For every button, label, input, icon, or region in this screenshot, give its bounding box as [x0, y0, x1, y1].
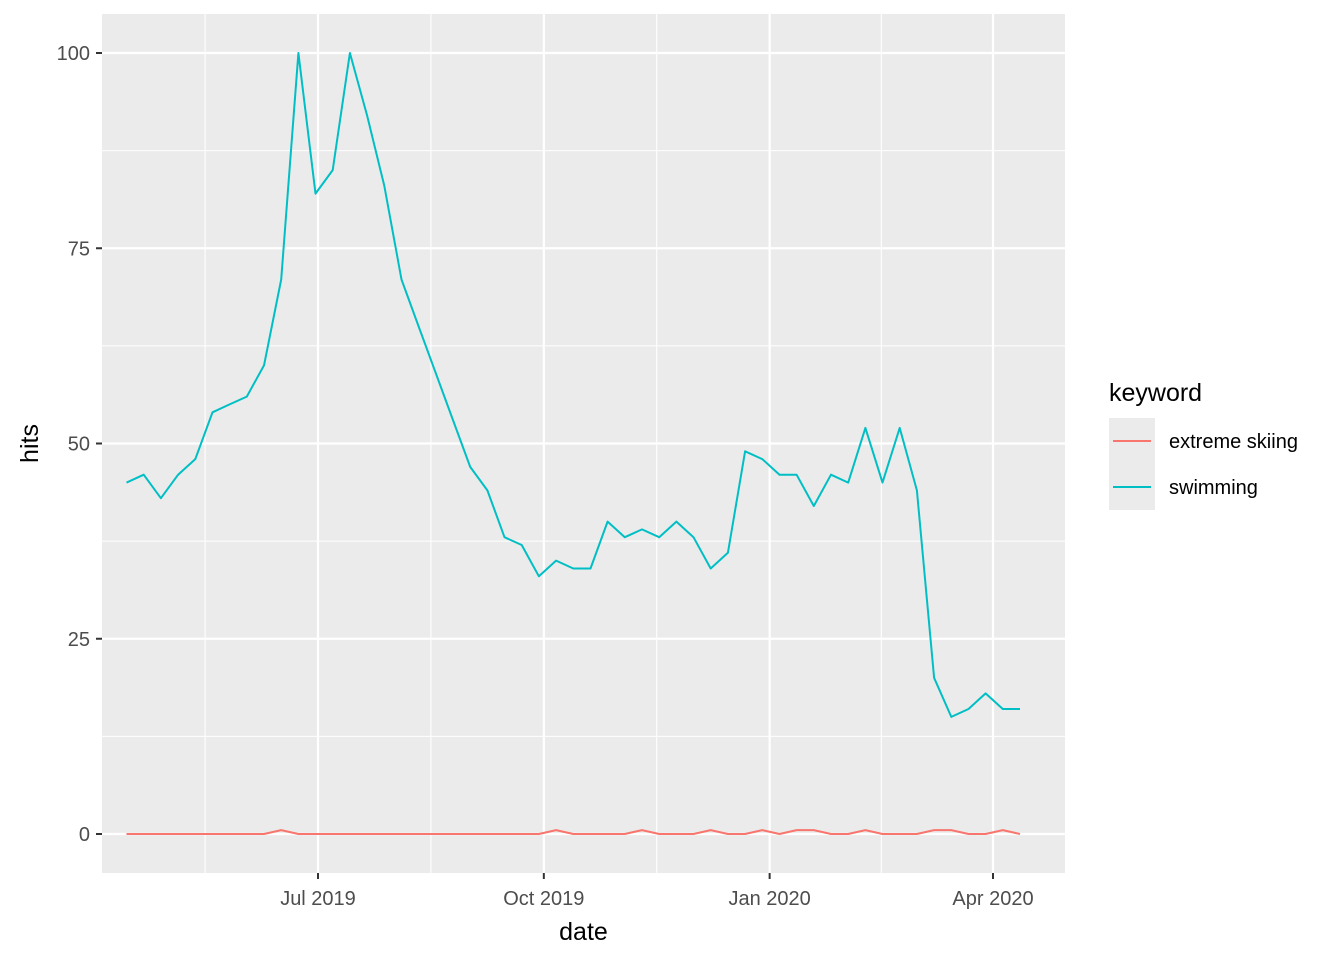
series-line-extreme-skiing [126, 829, 1021, 835]
x-axis-title: date [559, 918, 608, 946]
x-tick-label: Jul 2019 [280, 888, 356, 910]
y-tick-label: 75 [68, 238, 90, 260]
y-axis-title: hits [16, 424, 44, 463]
legend-title: keyword [1109, 379, 1202, 407]
series-lines [126, 52, 1021, 835]
series-line-swimming [126, 52, 1020, 718]
x-tick-label: Apr 2020 [952, 888, 1033, 910]
legend: keyword extreme skiing swimming [1109, 379, 1298, 510]
x-axis: Jul 2019 Oct 2019 Jan 2020 Apr 2020 [280, 873, 1034, 910]
x-tick-label: Jan 2020 [728, 888, 810, 910]
legend-label: swimming [1169, 477, 1258, 499]
y-axis: 0 25 50 75 100 [57, 43, 102, 846]
y-tick-label: 25 [68, 629, 90, 651]
y-tick-label: 0 [79, 824, 90, 846]
y-tick-label: 100 [57, 43, 90, 65]
y-tick-label: 50 [68, 434, 90, 456]
legend-label: extreme skiing [1169, 431, 1298, 453]
x-tick-label: Oct 2019 [503, 888, 584, 910]
